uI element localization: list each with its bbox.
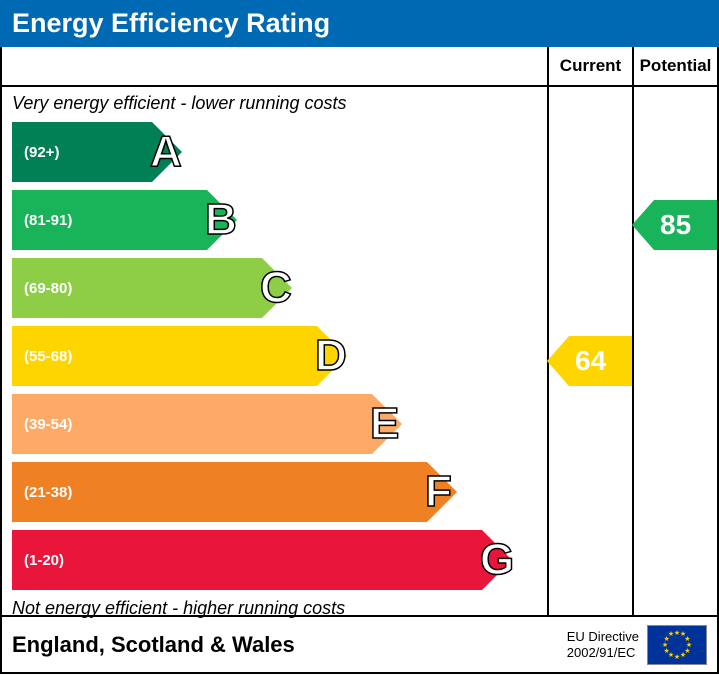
band-bar: (81-91) xyxy=(12,190,207,250)
bands-container: (92+) A (81-91) B (69-80) C (55-68) D (39-54) E (2… xyxy=(12,122,547,590)
body-row: Very energy efficient - lower running co… xyxy=(2,87,717,617)
band-bar: (21-38) xyxy=(12,462,427,522)
caption-bottom: Not energy efficient - higher running co… xyxy=(12,598,547,619)
eu-star-icon: ★ xyxy=(674,653,680,661)
directive-line1: EU Directive xyxy=(567,629,639,644)
band-bar: (92+) xyxy=(12,122,152,182)
band-bar: (69-80) xyxy=(12,258,262,318)
current-marker: 64 xyxy=(569,336,632,386)
band-b: (81-91) B xyxy=(12,190,547,250)
band-f: (21-38) F xyxy=(12,462,547,522)
chart-area: Very energy efficient - lower running co… xyxy=(2,87,547,615)
band-letter: D xyxy=(315,331,347,381)
band-range: (21-38) xyxy=(24,484,72,501)
band-bar: (55-68) xyxy=(12,326,317,386)
band-range: (1-20) xyxy=(24,552,64,569)
eu-star-icon: ★ xyxy=(668,630,674,638)
band-letter: G xyxy=(480,535,514,585)
chart-border: Current Potential Very energy efficient … xyxy=(0,47,719,674)
band-a: (92+) A xyxy=(12,122,547,182)
epc-chart: Energy Efficiency Rating Current Potenti… xyxy=(0,0,719,674)
footer-row: England, Scotland & Wales EU Directive 2… xyxy=(2,617,717,672)
header-current: Current xyxy=(547,47,632,85)
header-row: Current Potential xyxy=(2,47,717,87)
column-potential: 85 xyxy=(632,87,717,615)
band-range: (92+) xyxy=(24,144,59,161)
footer-region: England, Scotland & Wales xyxy=(12,632,567,658)
band-range: (69-80) xyxy=(24,280,72,297)
band-letter: A xyxy=(150,127,182,177)
header-spacer xyxy=(2,47,547,85)
band-range: (39-54) xyxy=(24,416,72,433)
band-bar: (1-20) xyxy=(12,530,482,590)
band-letter: C xyxy=(260,263,292,313)
band-d: (55-68) D xyxy=(12,326,547,386)
eu-star-icon: ★ xyxy=(680,651,686,659)
footer-directive: EU Directive 2002/91/EC xyxy=(567,629,639,660)
band-e: (39-54) E xyxy=(12,394,547,454)
band-letter: B xyxy=(205,195,237,245)
column-current: 64 xyxy=(547,87,632,615)
eu-flag-icon: ★★★★★★★★★★★★ xyxy=(647,625,707,665)
band-range: (81-91) xyxy=(24,212,72,229)
band-c: (69-80) C xyxy=(12,258,547,318)
band-g: (1-20) G xyxy=(12,530,547,590)
band-bar: (39-54) xyxy=(12,394,372,454)
caption-top: Very energy efficient - lower running co… xyxy=(12,93,547,114)
band-range: (55-68) xyxy=(24,348,72,365)
title-text: Energy Efficiency Rating xyxy=(12,8,330,38)
band-letter: F xyxy=(425,467,452,517)
band-letter: E xyxy=(370,399,399,449)
title-bar: Energy Efficiency Rating xyxy=(0,0,719,47)
potential-marker: 85 xyxy=(654,200,717,250)
directive-line2: 2002/91/EC xyxy=(567,645,636,660)
header-potential: Potential xyxy=(632,47,717,85)
